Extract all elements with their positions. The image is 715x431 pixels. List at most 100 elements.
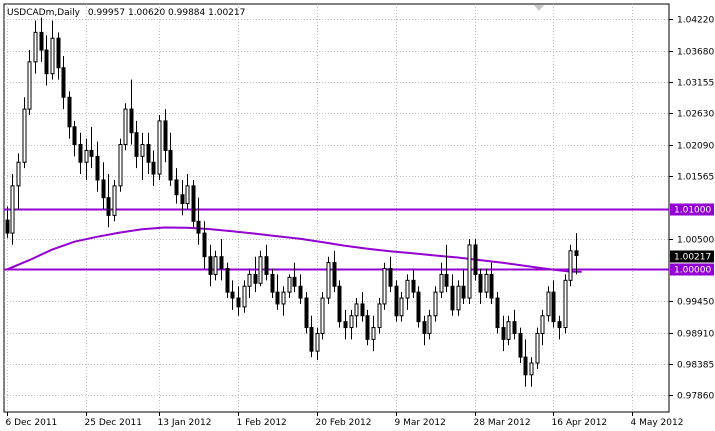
- candle[interactable]: [219, 238, 224, 281]
- candle[interactable]: [270, 268, 275, 299]
- candle[interactable]: [450, 274, 455, 316]
- candle[interactable]: [529, 357, 534, 387]
- time-axis[interactable]: 6 Dec 2011 25 Dec 2011 13 Jan 2012 1 Feb 20…: [6, 412, 684, 428]
- candle[interactable]: [512, 309, 517, 340]
- chart-shift-marker-icon[interactable]: [534, 5, 544, 11]
- candle[interactable]: [568, 244, 573, 287]
- candle[interactable]: [140, 132, 145, 180]
- candle[interactable]: [326, 256, 331, 304]
- candle[interactable]: [39, 17, 44, 62]
- candle[interactable]: [354, 298, 359, 328]
- candle[interactable]: [292, 262, 297, 293]
- candle[interactable]: [304, 292, 309, 334]
- candle[interactable]: [208, 244, 213, 287]
- candle[interactable]: [484, 268, 489, 299]
- candle[interactable]: [535, 327, 540, 369]
- candle[interactable]: [89, 126, 94, 169]
- candle[interactable]: [151, 150, 156, 186]
- candle[interactable]: [180, 179, 185, 216]
- candle[interactable]: [258, 250, 263, 287]
- candle[interactable]: [27, 50, 32, 116]
- candle[interactable]: [213, 250, 218, 281]
- candle[interactable]: [264, 244, 269, 281]
- candle[interactable]: [275, 274, 280, 310]
- candle[interactable]: [416, 286, 421, 328]
- candle[interactable]: [5, 206, 10, 238]
- candle[interactable]: [287, 274, 292, 299]
- candle[interactable]: [332, 250, 337, 293]
- candle[interactable]: [134, 120, 139, 169]
- candle[interactable]: [439, 262, 444, 299]
- candle[interactable]: [427, 309, 432, 340]
- candle[interactable]: [433, 286, 438, 322]
- candle[interactable]: [411, 268, 416, 299]
- candle[interactable]: [394, 280, 399, 322]
- candle[interactable]: [574, 233, 579, 275]
- candle[interactable]: [399, 292, 404, 322]
- candle[interactable]: [22, 97, 27, 169]
- candle[interactable]: [10, 174, 15, 245]
- candle[interactable]: [444, 244, 449, 293]
- candle[interactable]: [163, 109, 168, 163]
- candle[interactable]: [196, 197, 201, 245]
- candle[interactable]: [467, 238, 472, 304]
- candle[interactable]: [501, 315, 506, 352]
- candle[interactable]: [101, 162, 106, 210]
- candle[interactable]: [129, 79, 134, 145]
- candle[interactable]: [56, 32, 61, 80]
- candle[interactable]: [360, 292, 365, 322]
- candle[interactable]: [365, 309, 370, 346]
- candle[interactable]: [523, 339, 528, 387]
- candle[interactable]: [506, 315, 511, 346]
- candle[interactable]: [551, 280, 556, 328]
- candle[interactable]: [236, 286, 241, 316]
- candle[interactable]: [309, 315, 314, 358]
- candle[interactable]: [495, 292, 500, 334]
- candle[interactable]: [489, 262, 494, 304]
- candle[interactable]: [478, 268, 483, 304]
- candle[interactable]: [382, 262, 387, 310]
- price-axis[interactable]: 1.04220 1.03680 1.03155 1.02630 1.02090 1.015…: [669, 16, 714, 402]
- candle[interactable]: [343, 309, 348, 340]
- candle[interactable]: [106, 174, 111, 228]
- candle[interactable]: [33, 20, 38, 74]
- candle[interactable]: [61, 55, 66, 110]
- candle[interactable]: [50, 20, 55, 80]
- candle[interactable]: [546, 286, 551, 322]
- candle[interactable]: [174, 168, 179, 204]
- candle[interactable]: [112, 179, 117, 222]
- candle[interactable]: [230, 280, 235, 310]
- candle[interactable]: [320, 292, 325, 340]
- candle[interactable]: [315, 327, 320, 361]
- candle[interactable]: [157, 115, 162, 180]
- candle[interactable]: [540, 309, 545, 346]
- candle[interactable]: [123, 103, 128, 151]
- candle[interactable]: [253, 256, 258, 293]
- candle[interactable]: [16, 153, 21, 210]
- candle[interactable]: [473, 238, 478, 281]
- candle[interactable]: [422, 315, 427, 346]
- candle[interactable]: [168, 132, 173, 186]
- candle[interactable]: [44, 35, 49, 86]
- candle[interactable]: [191, 179, 196, 228]
- candle[interactable]: [405, 274, 410, 310]
- candle[interactable]: [298, 274, 303, 304]
- candle[interactable]: [349, 309, 354, 340]
- candle[interactable]: [377, 298, 382, 334]
- candle[interactable]: [185, 174, 190, 210]
- candle[interactable]: [281, 286, 286, 316]
- candle[interactable]: [67, 91, 72, 139]
- candle[interactable]: [78, 132, 83, 175]
- candle[interactable]: [461, 268, 466, 304]
- candle[interactable]: [72, 120, 77, 157]
- candle[interactable]: [84, 138, 89, 180]
- candle[interactable]: [337, 280, 342, 328]
- candle[interactable]: [456, 280, 461, 316]
- candle[interactable]: [242, 280, 247, 313]
- candle[interactable]: [557, 315, 562, 340]
- candle[interactable]: [95, 141, 100, 192]
- candle[interactable]: [518, 327, 523, 363]
- candle[interactable]: [202, 221, 207, 269]
- candle[interactable]: [118, 138, 123, 192]
